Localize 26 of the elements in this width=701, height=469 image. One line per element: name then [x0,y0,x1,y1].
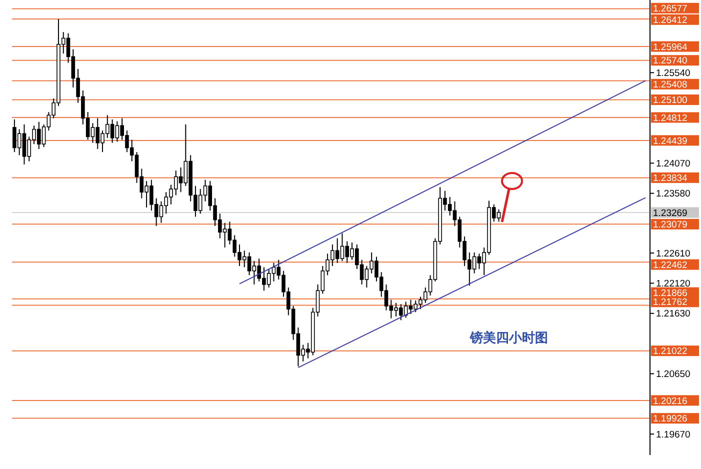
ref-line-label: 1.26577 [653,3,688,14]
ref-line-label: 1.24812 [653,112,688,124]
ref-line-label: 1.25964 [653,42,688,53]
ref-line-label: 1.23834 [653,173,688,184]
ref-line-label: 1.21866 [653,288,688,299]
ref-line-label: 1.25408 [653,79,688,90]
annotation: 镑美四小时图 [469,330,548,346]
ref-line-label: 1.25100 [653,95,688,106]
y-tick-label: 1.24070 [656,158,690,170]
y-tick-label: 1.20650 [656,369,690,380]
ref-line-label: 1.26412 [653,14,688,26]
ref-line-label: 1.23269 [653,208,688,219]
ref-line-label: 1.19926 [653,414,688,425]
ref-line-label: 1.23079 [653,220,688,230]
y-tick-label: 1.23580 [656,188,690,200]
ref-line-label: 1.22462 [653,260,688,271]
y-tick-label: 1.22120 [656,278,690,290]
y-tick-label: 1.22610 [656,248,690,260]
ref-line-label: 1.21762 [653,297,688,308]
y-tick-label: 1.25540 [656,68,690,79]
ref-line-label: 1.25740 [653,56,688,67]
ref-line-label: 1.21022 [653,346,688,358]
y-tick-label: 1.21630 [656,308,690,320]
ref-line-label: 1.20216 [653,396,688,407]
y-tick-label: 1.19670 [656,429,690,440]
ref-line-label: 1.24439 [653,136,688,147]
